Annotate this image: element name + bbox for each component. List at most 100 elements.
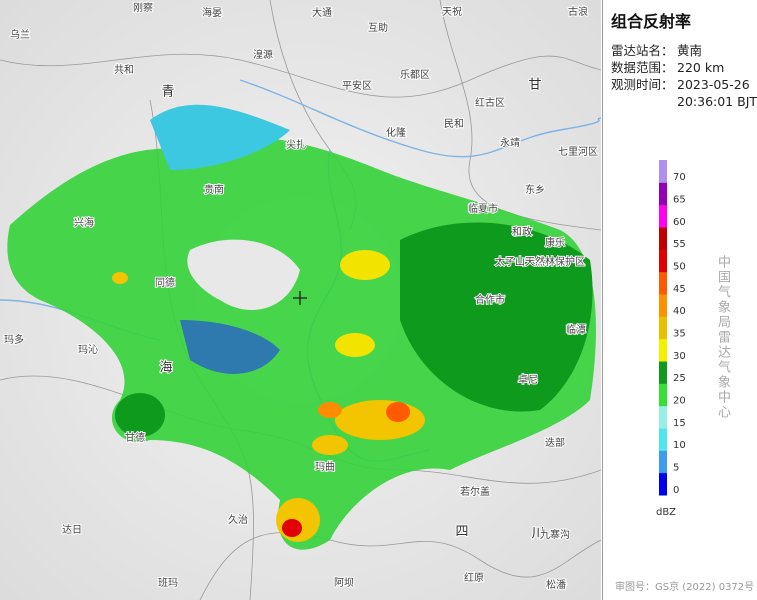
info-value: 2023-05-26 — [677, 77, 750, 92]
legend-tick-label: 0 — [673, 485, 679, 496]
place-label: 贵南 — [204, 183, 224, 196]
place-label: 达日 — [62, 524, 82, 536]
legend-swatch — [659, 450, 667, 474]
place-label: 青 — [161, 85, 174, 100]
place-label: 海晏 — [202, 6, 222, 19]
place-label: 甘德 — [125, 431, 145, 444]
place-label: 班玛 — [158, 577, 178, 589]
place-label: 和政 — [512, 225, 532, 238]
place-label: 康乐 — [545, 236, 565, 249]
place-label: 玛沁 — [78, 344, 98, 356]
legend-tick-label: 30 — [673, 351, 686, 362]
legend-swatch — [659, 227, 667, 250]
place-label: 尖扎 — [286, 138, 306, 151]
place-label: 永靖 — [500, 136, 520, 149]
legend-swatch — [659, 271, 667, 295]
info-values: 黄南 — [677, 42, 702, 59]
place-label: 民和 — [444, 118, 464, 130]
legend-tick-label: 20 — [673, 396, 686, 407]
legend-tick-label: 60 — [673, 217, 686, 228]
info-values: 220 km — [677, 59, 724, 76]
place-label: 化隆 — [386, 126, 406, 139]
legend-swatch — [659, 361, 667, 384]
info-values: 2023-05-26 20:36:01 BJT — [677, 76, 757, 110]
info-rows: 雷达站名： 黄南 数据范围： 220 km 观测时间： 2023-05-26 20:36:0… — [603, 42, 757, 110]
legend-swatch — [659, 405, 667, 429]
legend-tick-label: 35 — [673, 329, 686, 340]
place-label: 玛曲 — [315, 461, 335, 473]
legend-swatch — [659, 294, 667, 317]
legend-tick-label: 45 — [673, 284, 686, 295]
panel-title: 组合反射率 — [611, 12, 692, 31]
info-label: 观测时间： — [611, 77, 674, 92]
info-row: 雷达站名： 黄南 — [611, 42, 757, 59]
info-value: 20:36:01 BJT — [677, 94, 757, 109]
place-label: 东乡 — [525, 183, 545, 196]
place-label: 湟源 — [253, 48, 273, 61]
legend-swatch — [659, 383, 667, 407]
info-value: 220 km — [677, 60, 725, 75]
place-label: 松潘 — [546, 578, 566, 591]
legend-tick-label: 50 — [673, 262, 686, 273]
legend-swatch — [659, 338, 667, 362]
place-label: 红原 — [464, 571, 484, 584]
place-label: 若尔盖 — [460, 485, 490, 498]
info-label: 雷达站名： — [611, 43, 674, 58]
place-label: 太子山天然林保护区 — [495, 255, 585, 268]
info-row: 数据范围： 220 km — [611, 59, 757, 76]
place-label: 红古区 — [475, 96, 505, 109]
agency: 中国气象局雷达气象中心 — [715, 255, 730, 420]
legend-swatch — [659, 316, 667, 340]
place-label: 大通 — [312, 6, 332, 19]
info-label: 数据范围： — [611, 60, 674, 75]
place-label: 共和 — [114, 64, 134, 76]
info-row: 观测时间： 2023-05-26 20:36:01 BJT — [611, 76, 757, 110]
place-label: 临潭 — [566, 323, 586, 336]
info-panel: 组合反射率 雷达站名： 黄南 数据范围： 220 km 观测时间： 2023-05-26 2… — [602, 0, 757, 600]
place-label: 天祝 — [442, 5, 462, 18]
legend: dBZ 0 5 10 15 20 25 30 35 40 45 50 55 60 65 70 — [656, 160, 686, 518]
place-label: 刚察 — [133, 1, 153, 14]
place-label: 互助 — [368, 21, 388, 34]
legend-swatch — [659, 428, 667, 451]
place-label: 兴海 — [74, 216, 94, 229]
place-label: 迭部 — [545, 436, 565, 449]
info-value: 黄南 — [677, 43, 703, 58]
legend-tick-label: 65 — [673, 195, 686, 206]
place-label: 同德 — [155, 276, 175, 289]
place-label: 海 — [159, 361, 172, 376]
place-label: 七里河区 — [558, 146, 598, 158]
legend-tick-label: 15 — [673, 418, 686, 429]
legend-tick-label: 5 — [673, 463, 679, 474]
legend-swatch — [659, 472, 667, 496]
legend-unit: dBZ — [656, 507, 676, 518]
legend-tick-label: 25 — [673, 373, 686, 384]
legend-swatch — [659, 204, 667, 228]
place-label: 甘 — [528, 78, 541, 93]
place-label: 四 — [455, 525, 468, 540]
legend-tick-label: 40 — [673, 306, 686, 317]
place-label: 乐都区 — [400, 69, 430, 81]
legend-swatch — [659, 160, 667, 183]
legend-swatch — [659, 249, 667, 273]
place-label: 卓尼 — [518, 374, 538, 386]
legend-tick-label: 10 — [673, 440, 686, 451]
legend-tick-label: 70 — [673, 172, 686, 183]
radar-echo — [7, 104, 596, 550]
place-label: 古浪 — [568, 5, 588, 18]
place-label: 川 — [531, 527, 544, 542]
place-label: 九寨沟 — [540, 528, 570, 541]
place-label: 乌兰 — [10, 28, 30, 41]
place-label: 临夏市 — [468, 202, 498, 215]
approval-number: 审图号：GS京 (2022) 0372号 — [615, 582, 755, 593]
place-label: 阿坝 — [334, 577, 354, 589]
radar-site-marker — [293, 291, 307, 305]
place-label: 玛多 — [4, 333, 24, 346]
place-label: 久治 — [228, 513, 248, 526]
legend-swatch — [659, 182, 667, 206]
place-label: 合作市 — [475, 293, 505, 306]
place-label: 平安区 — [342, 79, 372, 92]
